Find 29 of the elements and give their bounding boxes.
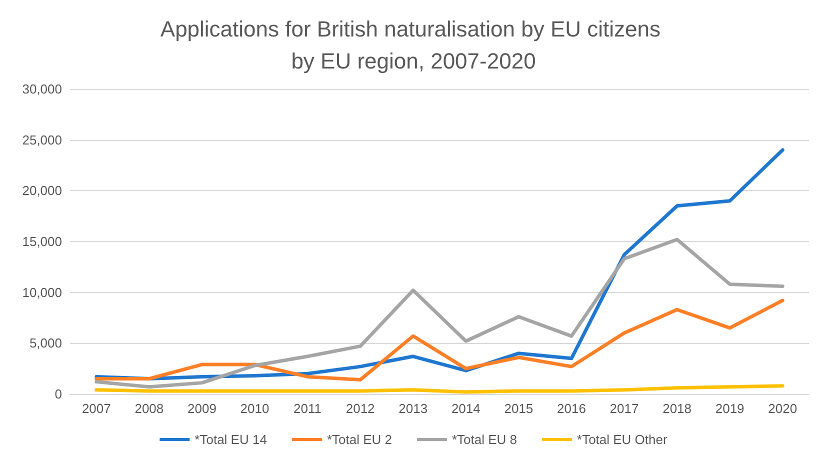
y-tick-label: 5,000: [29, 336, 62, 351]
x-tick-label: 2011: [294, 401, 322, 416]
legend-label: *Total EU 8: [452, 432, 518, 447]
y-tick-label: 25,000: [22, 132, 62, 148]
legend-label: *Total EU Other: [577, 432, 668, 447]
x-tick-label: 2010: [240, 401, 270, 416]
x-tick-label: 2009: [188, 401, 216, 416]
line-series: [94, 238, 784, 389]
y-tick-label: 0: [54, 386, 62, 402]
x-tick-label: 2013: [398, 401, 428, 416]
legend-label: *Total EU 2: [326, 432, 392, 447]
y-tick-label: 15,000: [22, 234, 62, 249]
x-tick-label: 2014: [451, 401, 480, 416]
x-tick-label: 2007: [82, 401, 111, 416]
y-tick-label: 20,000: [22, 183, 62, 198]
x-tick-label: 2019: [715, 401, 744, 416]
line-series: [94, 384, 784, 394]
x-tick-label: 2016: [557, 401, 586, 416]
y-tick-label: 10,000: [22, 284, 62, 300]
x-tick-label: 2017: [610, 401, 639, 416]
legend-label: *Total EU 14: [194, 432, 267, 447]
x-tick-label: 2020: [768, 401, 798, 416]
chart-title: Applications for British naturalisation by EU citizens by EU region, 2007-2020: [160, 16, 667, 74]
y-tick-label: 30,000: [22, 82, 62, 96]
x-tick-label: 2015: [504, 401, 534, 416]
x-tick-label: 2018: [662, 401, 692, 416]
x-tick-label: 2012: [346, 401, 375, 416]
line-series: [94, 298, 784, 382]
x-tick-label: 2008: [134, 401, 164, 416]
